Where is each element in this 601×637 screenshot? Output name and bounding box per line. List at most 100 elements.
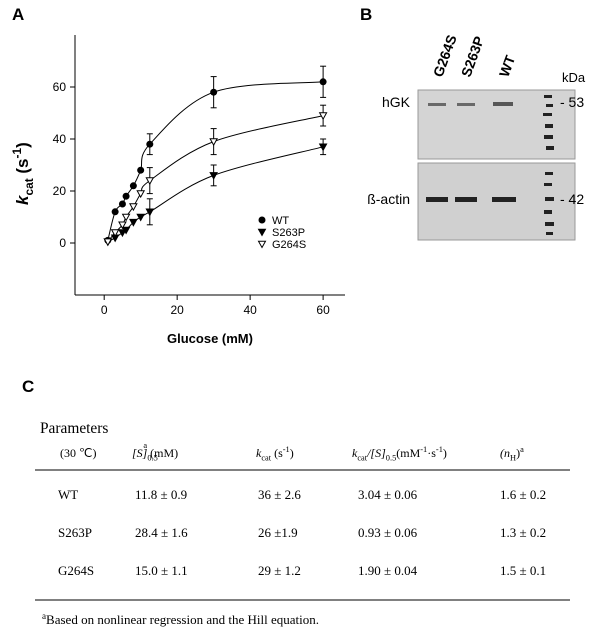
marker — [129, 182, 137, 190]
text-part: 0.5 — [147, 454, 157, 463]
marker — [210, 88, 218, 96]
text-part: -1 — [10, 148, 24, 159]
table-cell: 36 ± 2.6 — [258, 487, 301, 502]
text-part: -1 — [420, 445, 427, 454]
x-axis-label: Glucose (mM) — [167, 331, 253, 346]
table-cell: 1.5 ± 0.1 — [500, 563, 546, 578]
marker — [129, 218, 138, 227]
x-tick-label: 0 — [101, 303, 108, 317]
legend-marker — [257, 228, 267, 237]
rich-text: kcat (s-1) — [256, 445, 294, 462]
text-part: (n — [500, 446, 510, 460]
text-part: a — [143, 441, 147, 450]
legend-label: WT — [272, 215, 289, 227]
table-cell: WT — [58, 487, 78, 502]
x-tick-label: 60 — [316, 303, 330, 317]
marker — [111, 208, 119, 216]
table-cell: 0.93 ± 0.06 — [358, 525, 418, 540]
text-part: Parameters — [40, 420, 108, 437]
marker — [118, 221, 127, 230]
marker — [121, 213, 131, 222]
table-cell: G264S — [58, 563, 94, 578]
y-tick-label: 20 — [53, 184, 67, 198]
marker — [118, 200, 126, 208]
table-cell: 1.6 ± 0.2 — [500, 487, 546, 502]
text-part: ) — [516, 446, 520, 460]
marker — [209, 172, 218, 180]
rich-text: Parameters — [40, 420, 108, 437]
text-part: [S] — [132, 446, 148, 460]
text-part: ) — [13, 142, 32, 148]
unit-label: kDa — [562, 70, 586, 85]
size-label: - 42 — [560, 191, 584, 207]
table-cell: 11.8 ± 0.9 — [135, 487, 187, 502]
text-part: 0.5 — [386, 454, 396, 463]
text-part: cat — [261, 454, 271, 463]
text-part: /[S] — [366, 446, 386, 460]
table-cell: 1.3 ± 0.2 — [500, 525, 546, 540]
marker — [136, 213, 146, 222]
text-part: -1 — [283, 445, 290, 454]
lane-label: S263P — [458, 34, 487, 79]
lane-label: G264S — [430, 33, 460, 79]
y-tick-label: 60 — [53, 80, 67, 94]
fit-line — [107, 115, 324, 243]
marker — [146, 140, 154, 148]
y-tick-label: 40 — [53, 132, 67, 146]
marker — [118, 229, 127, 238]
marker — [103, 238, 113, 247]
marker — [145, 177, 155, 186]
text-part: -1 — [436, 445, 443, 454]
text-part: ) — [443, 446, 447, 460]
text-part: cat — [357, 454, 367, 463]
panel-letter: B — [360, 5, 372, 24]
legend-marker — [258, 216, 266, 224]
rich-text: kcat/[S]0.5(mM-1·s-1) — [352, 445, 447, 462]
marker — [136, 190, 146, 199]
text-part: (mM) — [147, 446, 178, 460]
marker — [319, 78, 327, 86]
table-cell: 26 ±1.9 — [258, 525, 298, 540]
legend-label: G264S — [272, 239, 306, 251]
panel-letter: C — [22, 377, 34, 396]
rich-text: (30 ℃) — [60, 446, 96, 460]
table-cell: 15.0 ± 1.1 — [135, 563, 188, 578]
x-tick-label: 40 — [243, 303, 257, 317]
row-label: hGK — [382, 94, 411, 110]
table-cell: 28.4 ± 1.6 — [135, 525, 188, 540]
text-part: (mM — [396, 446, 420, 460]
marker — [209, 138, 218, 147]
text-part: a — [42, 611, 46, 621]
marker — [129, 203, 138, 212]
text-part: (s — [13, 159, 32, 179]
text-part: ·s — [427, 446, 436, 460]
text-part: ) — [290, 446, 294, 460]
y-tick-label: 0 — [59, 236, 66, 250]
marker — [145, 208, 155, 217]
text-part: a — [520, 445, 524, 454]
row-label: ß-actin — [367, 191, 410, 207]
table-cell: 29 ± 1.2 — [258, 563, 301, 578]
marker — [137, 166, 145, 174]
marker — [318, 112, 328, 121]
marker — [318, 143, 328, 152]
legend-marker — [257, 240, 267, 249]
text-part: k — [13, 194, 32, 205]
rich-text: kcat (s-1) — [10, 142, 36, 205]
text-part: k — [352, 446, 358, 460]
legend-label: S263P — [272, 227, 305, 239]
text-part: (s — [271, 446, 283, 460]
text-part: k — [256, 446, 262, 460]
table-cell: 3.04 ± 0.06 — [358, 487, 418, 502]
text-part: Based on nonlinear regression and the Hi… — [46, 612, 319, 627]
text-part: cat — [22, 178, 36, 195]
rich-text: (nH)a — [500, 445, 524, 462]
rich-text: [S]0.5a (mM) — [132, 441, 178, 463]
size-label: - 53 — [560, 94, 584, 110]
panel-letter: A — [12, 5, 24, 24]
rich-text: aBased on nonlinear regression and the H… — [42, 611, 319, 627]
marker — [110, 229, 120, 238]
bands — [426, 95, 554, 235]
text-part: (30 ℃) — [60, 446, 96, 460]
